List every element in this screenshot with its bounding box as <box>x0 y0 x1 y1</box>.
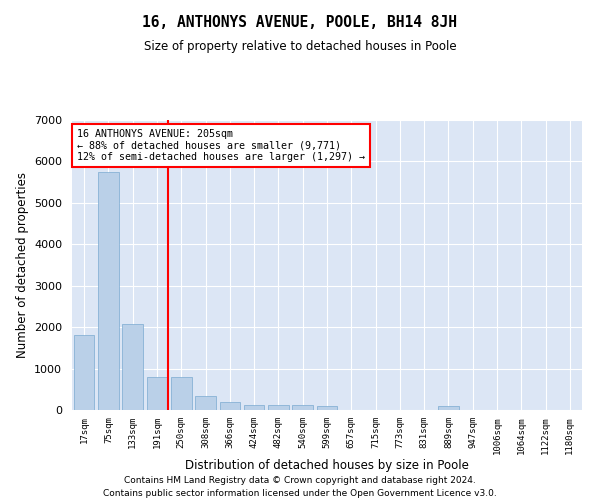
Text: Contains public sector information licensed under the Open Government Licence v3: Contains public sector information licen… <box>103 488 497 498</box>
Y-axis label: Number of detached properties: Number of detached properties <box>16 172 29 358</box>
Bar <box>220 402 240 410</box>
Bar <box>74 336 94 410</box>
Bar <box>171 377 191 410</box>
Bar <box>317 406 337 410</box>
Text: 16, ANTHONYS AVENUE, POOLE, BH14 8JH: 16, ANTHONYS AVENUE, POOLE, BH14 8JH <box>143 15 458 30</box>
Text: Contains HM Land Registry data © Crown copyright and database right 2024.: Contains HM Land Registry data © Crown c… <box>124 476 476 485</box>
Text: Size of property relative to detached houses in Poole: Size of property relative to detached ho… <box>143 40 457 53</box>
Bar <box>122 324 143 410</box>
Bar <box>438 406 459 410</box>
X-axis label: Distribution of detached houses by size in Poole: Distribution of detached houses by size … <box>185 460 469 472</box>
Bar <box>146 377 167 410</box>
Bar <box>268 405 289 410</box>
Bar <box>195 396 216 410</box>
Bar <box>292 405 313 410</box>
Text: 16 ANTHONYS AVENUE: 205sqm
← 88% of detached houses are smaller (9,771)
12% of s: 16 ANTHONYS AVENUE: 205sqm ← 88% of deta… <box>77 128 365 162</box>
Bar <box>98 172 119 410</box>
Bar <box>244 404 265 410</box>
